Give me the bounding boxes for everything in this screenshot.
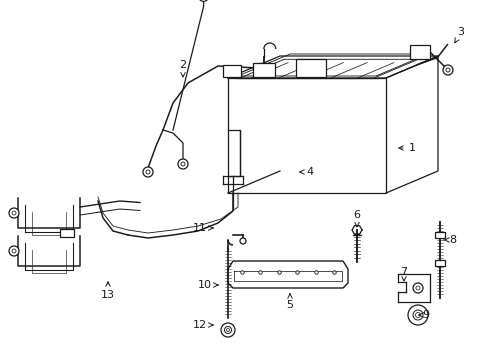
Text: 8: 8	[443, 235, 456, 245]
Text: 12: 12	[193, 320, 213, 330]
Circle shape	[240, 238, 245, 244]
Text: 1: 1	[398, 143, 415, 153]
Circle shape	[146, 170, 150, 174]
Circle shape	[445, 68, 449, 72]
Circle shape	[221, 323, 235, 337]
Text: 3: 3	[454, 27, 464, 43]
Bar	[434, 232, 444, 238]
Circle shape	[198, 0, 208, 1]
Bar	[60, 229, 74, 237]
Text: 11: 11	[193, 223, 213, 233]
Bar	[434, 260, 444, 266]
Circle shape	[412, 283, 422, 293]
Text: 7: 7	[400, 267, 407, 281]
Circle shape	[415, 312, 420, 318]
Text: 5: 5	[286, 294, 293, 310]
Text: 6: 6	[353, 210, 360, 227]
Circle shape	[9, 208, 19, 218]
Circle shape	[415, 286, 419, 290]
Text: 4: 4	[299, 167, 313, 177]
Circle shape	[12, 249, 16, 253]
Circle shape	[142, 167, 153, 177]
Circle shape	[407, 305, 427, 325]
Circle shape	[224, 327, 231, 333]
Circle shape	[9, 246, 19, 256]
Text: 13: 13	[101, 282, 115, 300]
Bar	[252, 63, 274, 77]
Circle shape	[442, 65, 452, 75]
Circle shape	[12, 211, 16, 215]
Bar	[295, 59, 325, 77]
Bar	[409, 45, 429, 59]
Circle shape	[181, 162, 184, 166]
Text: 10: 10	[198, 280, 218, 290]
Circle shape	[226, 328, 229, 332]
Circle shape	[412, 310, 422, 320]
Bar	[223, 65, 241, 77]
Text: 2: 2	[179, 60, 186, 77]
Text: 9: 9	[418, 310, 428, 320]
Circle shape	[178, 159, 187, 169]
